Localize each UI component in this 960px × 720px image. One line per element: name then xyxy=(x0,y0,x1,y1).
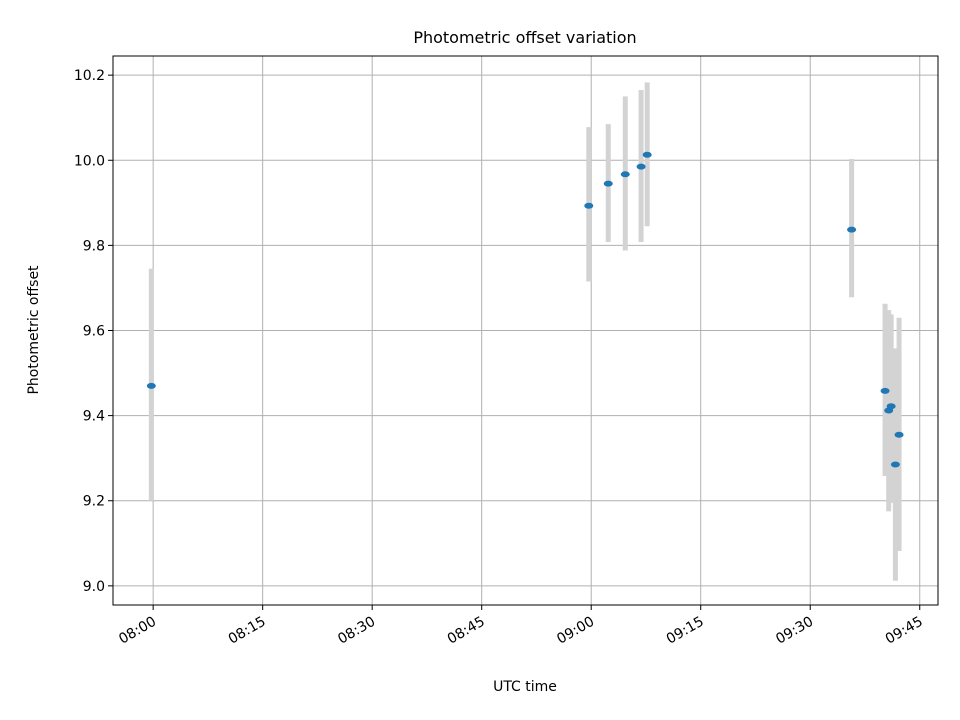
y-tick-label: 9.0 xyxy=(83,579,105,595)
data-point xyxy=(886,403,896,410)
x-axis-label: UTC time xyxy=(493,679,557,695)
data-point xyxy=(584,202,594,209)
data-point xyxy=(636,163,646,170)
y-tick-label: 9.4 xyxy=(83,409,105,425)
y-tick-label: 9.6 xyxy=(83,324,105,340)
data-point xyxy=(880,387,890,394)
data-point xyxy=(603,180,613,187)
data-point xyxy=(890,461,900,468)
y-axis-label: Photometric offset xyxy=(26,265,42,395)
y-tick-label: 10.0 xyxy=(74,153,105,169)
y-tick-label: 9.8 xyxy=(83,238,105,254)
data-point xyxy=(642,151,652,158)
data-point xyxy=(620,171,630,178)
point-layer xyxy=(146,151,904,468)
data-point xyxy=(146,382,156,389)
grid-layer xyxy=(113,56,938,605)
data-point xyxy=(894,431,904,438)
chart-title: Photometric offset variation xyxy=(413,28,636,47)
y-tick-label: 9.2 xyxy=(83,494,105,510)
data-point xyxy=(847,226,857,233)
y-tick-label: 10.2 xyxy=(74,68,105,84)
